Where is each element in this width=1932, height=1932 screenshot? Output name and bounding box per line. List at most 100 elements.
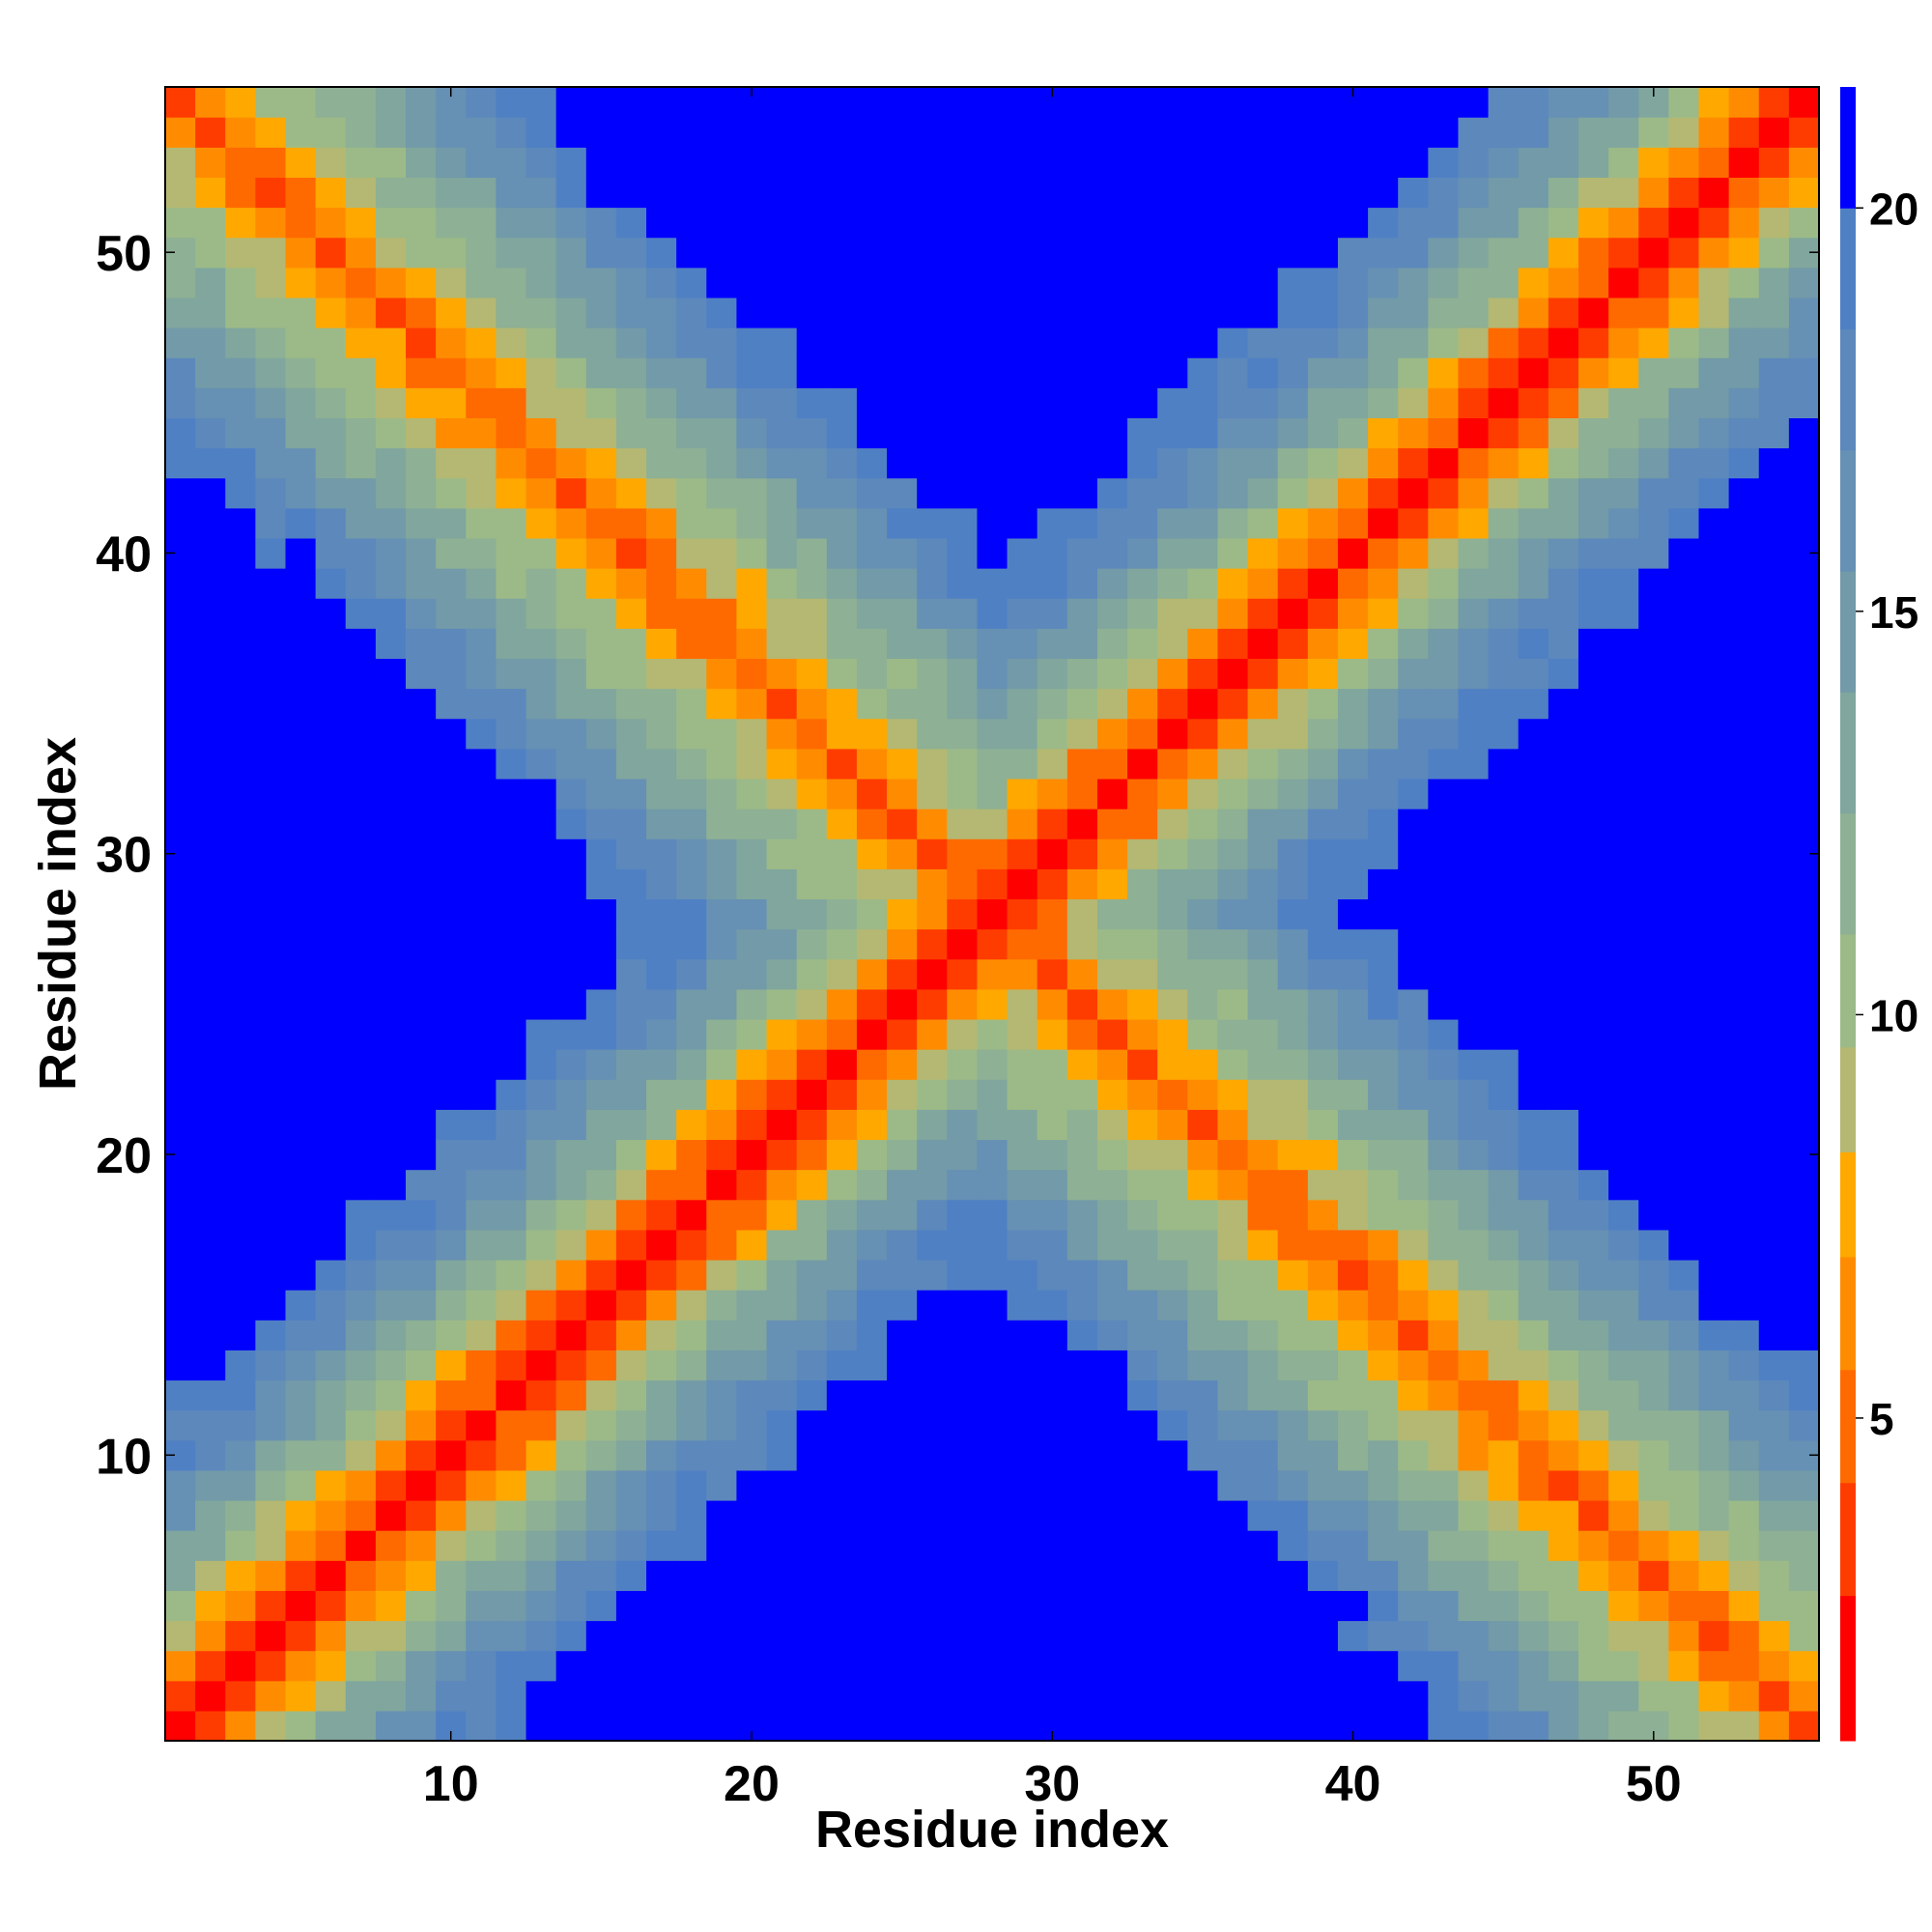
heatmap-cell (555, 1018, 587, 1050)
heatmap-cell (285, 748, 317, 780)
heatmap-cell (555, 357, 587, 388)
heatmap-cell (555, 207, 587, 239)
heatmap-cell (887, 1590, 918, 1622)
heatmap-cell (496, 1169, 527, 1201)
heatmap-cell (1488, 447, 1520, 479)
heatmap-cell (826, 928, 858, 960)
heatmap-cell (796, 147, 828, 178)
heatmap-cell (736, 1560, 768, 1591)
heatmap-cell (315, 809, 347, 839)
heatmap-cell (375, 778, 407, 810)
heatmap-cell (1488, 1590, 1520, 1622)
heatmap-cell (526, 1109, 557, 1141)
heatmap-cell (555, 477, 587, 509)
heatmap-cell (1788, 417, 1820, 449)
heatmap-cell (947, 507, 979, 539)
heatmap-cell (977, 1139, 1009, 1171)
heatmap-cell (1368, 327, 1399, 358)
heatmap-cell (375, 958, 407, 990)
heatmap-cell (285, 1018, 317, 1050)
heatmap-cell (406, 838, 437, 869)
heatmap-cell (255, 688, 287, 720)
heatmap-cell (585, 177, 617, 209)
heatmap-cell (1247, 1229, 1279, 1261)
heatmap-cell (1428, 1650, 1460, 1682)
heatmap-cell (1368, 177, 1399, 209)
heatmap-cell (977, 598, 1009, 629)
colorbar-segment (1840, 571, 1856, 693)
heatmap-cell (1247, 958, 1279, 990)
heatmap-cell (1728, 1018, 1760, 1050)
heatmap-cell (1608, 748, 1639, 780)
heatmap-cell (947, 868, 979, 900)
heatmap-cell (676, 809, 707, 839)
heatmap-cell (1096, 1320, 1128, 1350)
heatmap-cell (555, 1229, 587, 1261)
heatmap-cell (315, 1560, 347, 1591)
heatmap-cell (1187, 1680, 1219, 1712)
heatmap-cell (1668, 267, 1700, 298)
heatmap-cell (676, 1018, 707, 1050)
heatmap-cell (1398, 357, 1429, 388)
heatmap-cell (1307, 297, 1339, 328)
heatmap-cell (796, 117, 828, 148)
heatmap-cell (466, 1049, 497, 1080)
heatmap-cell (766, 1560, 798, 1591)
heatmap-cell (375, 928, 407, 960)
heatmap-cell (796, 537, 828, 569)
heatmap-cell (887, 1139, 918, 1171)
heatmap-cell (1096, 267, 1128, 298)
heatmap-cell (856, 1018, 888, 1050)
heatmap-cell (1428, 387, 1460, 418)
heatmap-cell (887, 898, 918, 930)
heatmap-cell (676, 748, 707, 780)
heatmap-cell (1277, 447, 1309, 479)
heatmap-cell (1548, 958, 1579, 990)
heatmap-cell (615, 1350, 647, 1381)
heatmap-cell (285, 1139, 317, 1171)
heatmap-cell (856, 1109, 888, 1141)
heatmap-cell (856, 928, 888, 960)
heatmap-cell (1488, 1499, 1520, 1531)
heatmap-cell (706, 327, 738, 358)
heatmap-cell (345, 1229, 377, 1261)
heatmap-cell (766, 1018, 798, 1050)
heatmap-cell (887, 1469, 918, 1501)
heatmap-cell (1608, 868, 1639, 900)
heatmap-cell (646, 297, 677, 328)
heatmap-cell (285, 117, 317, 148)
heatmap-cell (375, 1049, 407, 1080)
heatmap-cell (1066, 988, 1098, 1020)
heatmap-cell (315, 988, 347, 1020)
heatmap-cell (1157, 207, 1188, 239)
heatmap-cell (977, 718, 1009, 750)
heatmap-cell (1548, 537, 1579, 569)
heatmap-cell (615, 838, 647, 869)
heatmap-cell (225, 598, 256, 629)
heatmap-cell (345, 117, 377, 148)
heatmap-cell (285, 1290, 317, 1321)
heatmap-cell (1217, 1560, 1249, 1591)
heatmap-cell (977, 1620, 1009, 1652)
heatmap-cell (646, 1439, 677, 1471)
heatmap-cell (1307, 1530, 1339, 1561)
heatmap-cell (615, 357, 647, 388)
heatmap-cell (285, 1560, 317, 1591)
heatmap-cell (1066, 1650, 1098, 1682)
heatmap-cell (676, 507, 707, 539)
heatmap-cell (165, 417, 196, 449)
heatmap-cell (345, 1469, 377, 1501)
heatmap-cell (255, 417, 287, 449)
heatmap-cell (1548, 898, 1579, 930)
heatmap-cell (195, 1530, 226, 1561)
heatmap-cell (225, 1499, 256, 1531)
heatmap-cell (796, 1650, 828, 1682)
heatmap-cell (706, 658, 738, 690)
heatmap-cell (285, 237, 317, 269)
heatmap-cell (1668, 1469, 1700, 1501)
heatmap-cell (1638, 177, 1669, 209)
heatmap-cell (315, 1620, 347, 1652)
heatmap-cell (315, 1139, 347, 1171)
heatmap-cell (1187, 1290, 1219, 1321)
heatmap-cell (1728, 1049, 1760, 1080)
